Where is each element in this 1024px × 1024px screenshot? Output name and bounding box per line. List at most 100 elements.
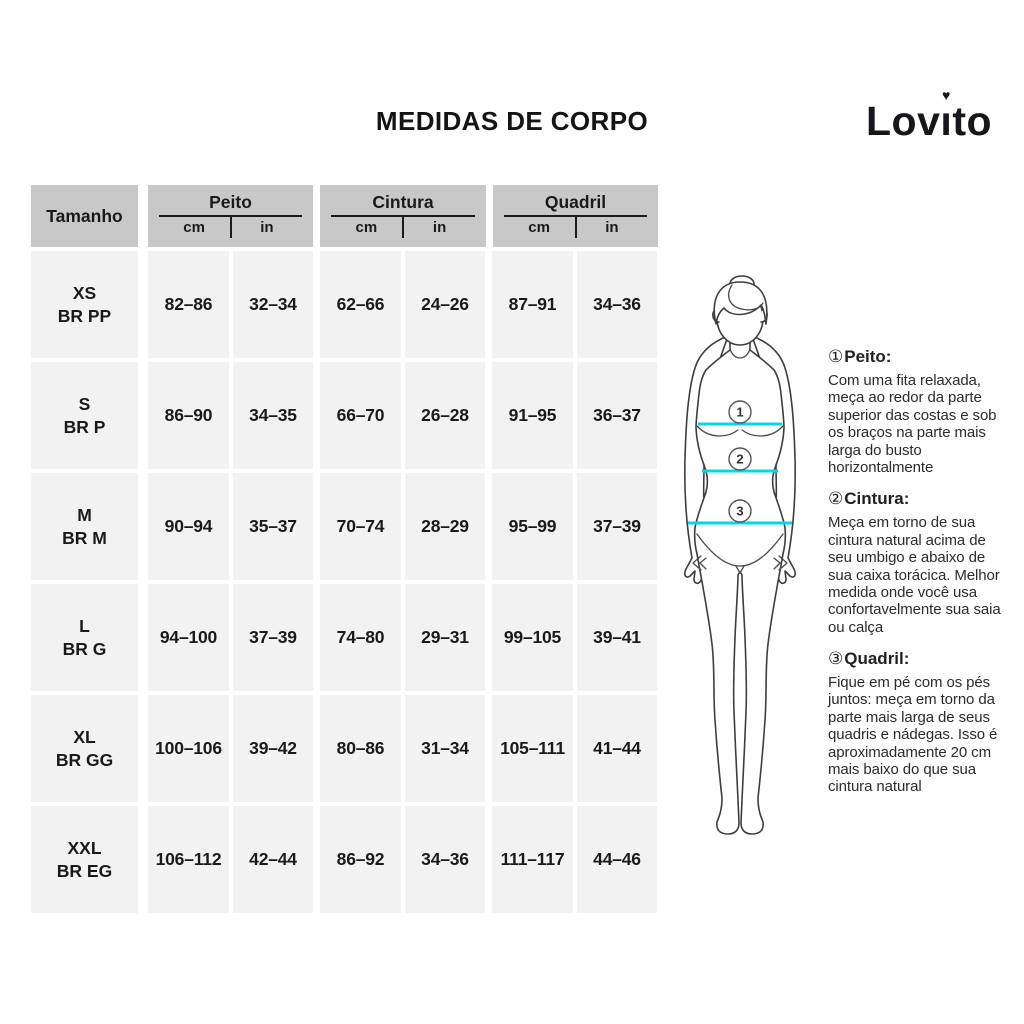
instruction-body: Fique em pé com os pés juntos: meça em t… bbox=[828, 674, 998, 796]
size-br: BR GG bbox=[55, 749, 114, 770]
cintura-cm-cell: 62–66 bbox=[320, 251, 401, 358]
cintura-cm-cell: 86–92 bbox=[320, 806, 401, 913]
circled-number-3: ③ bbox=[828, 649, 844, 669]
size-cell: XXL BR EG bbox=[31, 806, 138, 913]
unit-cm-label: cm bbox=[355, 219, 378, 236]
cintura-in-cell: 24–26 bbox=[405, 251, 485, 358]
peito-cm-cell: 100–106 bbox=[148, 695, 229, 802]
peito-in-cell: 39–42 bbox=[233, 695, 313, 802]
marker-number-3: 3 bbox=[736, 504, 743, 519]
peito-in-cell: 42–44 bbox=[233, 806, 313, 913]
brand-logo-i: ♥ ı bbox=[940, 87, 953, 144]
brand-logo-prefix: Lov bbox=[866, 98, 941, 144]
peito-cm-cell: 94–100 bbox=[148, 584, 229, 691]
cintura-cm-cell: 80–86 bbox=[320, 695, 401, 802]
col-group-cintura: Cintura cm in bbox=[320, 185, 486, 247]
quadril-in-cell: 39–41 bbox=[577, 584, 657, 691]
unit-cm-label: cm bbox=[528, 219, 550, 236]
marker-circle-3 bbox=[728, 499, 752, 523]
table-row-xs: XS BR PP 82–86 32–34 62–66 24–26 87–91 34… bbox=[31, 251, 658, 358]
table-row-xl: XL BR GG 100–106 39–42 80–86 31–34 105–11… bbox=[31, 695, 658, 802]
group-units-cintura: cm in bbox=[330, 215, 476, 238]
size-intl: XXL bbox=[67, 837, 102, 858]
peito-cm-cell: 82–86 bbox=[148, 251, 229, 358]
unit-divider bbox=[402, 217, 404, 238]
cintura-in-cell: 34–36 bbox=[405, 806, 485, 913]
instruction-body: Meça em torno de sua cintura natural aci… bbox=[828, 514, 1001, 636]
peito-in-cell: 34–35 bbox=[233, 362, 313, 469]
peito-in-cell: 35–37 bbox=[233, 473, 313, 580]
brand-logo-suffix: to bbox=[952, 98, 993, 144]
heart-icon: ♥ bbox=[941, 87, 951, 103]
cintura-in-cell: 29–31 bbox=[405, 584, 485, 691]
figure-right-hand-fingers bbox=[773, 555, 788, 571]
unit-in-label: in bbox=[605, 219, 619, 236]
size-intl: XS bbox=[72, 282, 97, 303]
circled-number-2: ② bbox=[828, 489, 844, 509]
quadril-in-cell: 34–36 bbox=[577, 251, 657, 358]
instruction-heading: ②Cintura: bbox=[828, 489, 910, 509]
peito-in-cell: 37–39 bbox=[233, 584, 313, 691]
table-row-l: L BR G 94–100 37–39 74–80 29–31 99–105 39… bbox=[31, 584, 658, 691]
size-intl: L bbox=[79, 615, 90, 636]
table-row-s: S BR P 86–90 34–35 66–70 26–28 91–95 36–3… bbox=[31, 362, 658, 469]
size-cell: S BR P bbox=[31, 362, 138, 469]
quadril-in-cell: 41–44 bbox=[577, 695, 657, 802]
instruction-body: Com uma fita relaxada, meça ao redor da … bbox=[828, 372, 997, 476]
body-measurements-table: Tamanho Peito cm in Cintura cm in Quadri… bbox=[31, 185, 658, 917]
page-title: MEDIDAS DE CORPO bbox=[375, 106, 649, 136]
table-row-xxl: XXL BR EG 106–112 42–44 86–92 34–36 111–1… bbox=[31, 806, 658, 913]
figure-hair bbox=[713, 281, 768, 325]
cintura-cm-cell: 70–74 bbox=[320, 473, 401, 580]
instruction-heading: ①Peito: bbox=[828, 347, 892, 366]
peito-cm-cell: 86–90 bbox=[148, 362, 229, 469]
cintura-cm-cell: 74–80 bbox=[320, 584, 401, 691]
group-units-quadril: cm in bbox=[503, 215, 648, 238]
unit-divider bbox=[574, 217, 577, 238]
unit-in-label: in bbox=[432, 219, 447, 236]
col-group-quadril: Quadril cm in bbox=[493, 185, 658, 247]
figure-left-hand-fingers bbox=[692, 555, 707, 571]
cintura-in-cell: 26–28 bbox=[405, 362, 485, 469]
group-units-peito: cm in bbox=[158, 215, 303, 238]
size-br: BR P bbox=[63, 416, 106, 437]
figure-briefs-line bbox=[696, 533, 784, 567]
figure-hair-sweep bbox=[727, 284, 764, 311]
instruction-quadril: ③Quadril: Fique em pé com os pés juntos:… bbox=[828, 649, 1010, 796]
cintura-cm-cell: 66–70 bbox=[320, 362, 401, 469]
cintura-in-cell: 31–34 bbox=[405, 695, 485, 802]
cintura-in-cell: 28–29 bbox=[405, 473, 485, 580]
size-br: BR EG bbox=[56, 860, 113, 881]
quadril-cm-cell: 91–95 bbox=[492, 362, 573, 469]
peito-cm-cell: 106–112 bbox=[148, 806, 229, 913]
size-intl: M bbox=[77, 504, 92, 525]
group-label-cintura: Cintura bbox=[372, 192, 434, 212]
group-label-quadril: Quadril bbox=[544, 192, 607, 212]
size-br: BR PP bbox=[57, 305, 112, 326]
quadril-in-cell: 44–46 bbox=[577, 806, 657, 913]
marker-circle-1 bbox=[728, 400, 752, 424]
unit-in-label: in bbox=[260, 219, 274, 236]
marker-circle-2 bbox=[728, 447, 752, 471]
brand-logo: Lov ♥ ıto bbox=[866, 87, 1006, 145]
instruction-heading: ③Quadril: bbox=[828, 649, 910, 669]
body-figure-diagram: 1 2 3 bbox=[683, 275, 797, 835]
figure-crotch-v bbox=[735, 565, 745, 574]
table-header-row: Tamanho Peito cm in Cintura cm in Quadri… bbox=[31, 185, 658, 247]
table-row-m: M BR M 90–94 35–37 70–74 28–29 95–99 37–3… bbox=[31, 473, 658, 580]
marker-number-2: 2 bbox=[736, 452, 743, 467]
size-cell: XL BR GG bbox=[31, 695, 138, 802]
marker-number-1: 1 bbox=[736, 405, 743, 420]
quadril-cm-cell: 99–105 bbox=[492, 584, 573, 691]
size-intl: S bbox=[78, 393, 91, 414]
peito-in-cell: 32–34 bbox=[233, 251, 313, 358]
unit-cm-label: cm bbox=[183, 219, 205, 236]
peito-cm-cell: 90–94 bbox=[148, 473, 229, 580]
size-cell: XS BR PP bbox=[31, 251, 138, 358]
circled-number-1: ① bbox=[828, 347, 844, 366]
quadril-cm-cell: 95–99 bbox=[492, 473, 573, 580]
measuring-instructions: ①Peito: Com uma fita relaxada, meça ao r… bbox=[828, 347, 1010, 809]
col-header-tamanho: Tamanho bbox=[31, 185, 138, 247]
quadril-cm-cell: 111–117 bbox=[492, 806, 573, 913]
